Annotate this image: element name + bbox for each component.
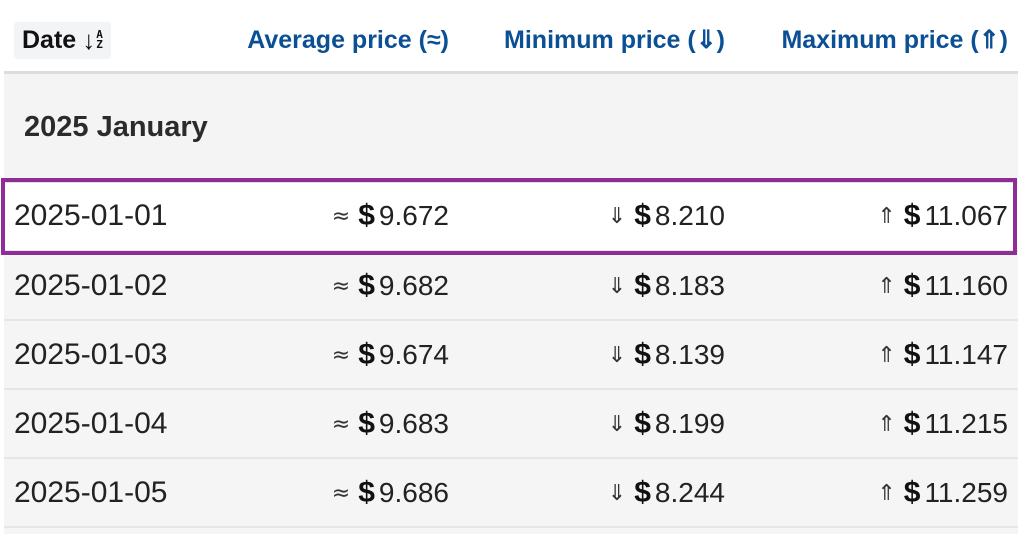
double-arrow-down-icon: ⇓ xyxy=(607,204,627,230)
price-table: Date ↓ A Z Average price (≈) Minimum price… xyxy=(4,10,1018,534)
currency-symbol: $ xyxy=(903,268,921,302)
maximum-price-value: 11.160 xyxy=(924,269,1008,301)
average-price-cell: ≈ $9.683 xyxy=(209,389,459,459)
currency-symbol: $ xyxy=(358,337,375,371)
date-cell: 2025-01-01 xyxy=(4,182,209,252)
average-price-header[interactable]: Average price (≈) xyxy=(209,10,459,74)
minimum-price-value: 8.139 xyxy=(654,338,725,370)
date-sort-button[interactable]: Date ↓ A Z xyxy=(14,21,111,59)
approx-icon: ≈ xyxy=(331,411,351,437)
minimum-price-cell: ⇓ $8.139 xyxy=(459,320,735,390)
table-row[interactable]: 2025-01-02 ≈ $9.682 ⇓ $8.183 ⇑ $11.160 xyxy=(4,251,1018,321)
average-price-value: 9.683 xyxy=(378,407,449,439)
average-price-cell: ≈ $9.682 xyxy=(209,251,459,321)
average-price-cell: ≈ $9.674 xyxy=(209,320,459,390)
minimum-price-value: 8.210 xyxy=(654,200,725,232)
average-price-value: 9.682 xyxy=(378,269,449,301)
date-header-label: Date xyxy=(22,25,77,54)
currency-symbol: $ xyxy=(634,406,651,440)
double-arrow-up-icon: ⇑ xyxy=(877,411,896,437)
date-cell: 2025-01-04 xyxy=(4,389,209,459)
double-arrow-down-icon: ⇓ xyxy=(607,342,627,368)
approx-icon: ≈ xyxy=(331,273,351,299)
currency-symbol: $ xyxy=(634,337,651,371)
maximum-price-header[interactable]: Maximum price (⇑) xyxy=(735,10,1018,74)
currency-symbol: $ xyxy=(634,199,651,233)
maximum-price-cell: ⇑ $11.259 xyxy=(735,458,1018,528)
double-arrow-up-icon: ⇑ xyxy=(877,342,896,368)
table-row[interactable]: 2025-01-04 ≈ $9.683 ⇓ $8.199 ⇑ $11.215 xyxy=(4,389,1018,459)
currency-symbol: $ xyxy=(903,475,921,509)
partial-row-cell xyxy=(4,527,1018,534)
currency-symbol: $ xyxy=(358,199,375,233)
currency-symbol: $ xyxy=(358,475,375,509)
date-cell: 2025-01-03 xyxy=(4,320,209,390)
currency-symbol: $ xyxy=(634,268,651,302)
minimum-price-value: 8.199 xyxy=(654,407,725,439)
currency-symbol: $ xyxy=(903,337,921,371)
maximum-price-value: 11.259 xyxy=(924,476,1008,508)
table-row[interactable]: 2025-01-05 ≈ $9.686 ⇓ $8.244 ⇑ $11.259 xyxy=(4,458,1018,528)
table-header: Date ↓ A Z Average price (≈) Minimum price… xyxy=(4,10,1018,74)
average-price-cell: ≈ $9.686 xyxy=(209,458,459,528)
double-arrow-down-icon: ⇓ xyxy=(607,411,627,437)
minimum-price-cell: ⇓ $8.199 xyxy=(459,389,735,459)
maximum-price-cell: ⇑ $11.067 xyxy=(735,182,1018,252)
maximum-price-cell: ⇑ $11.160 xyxy=(735,251,1018,321)
minimum-price-header[interactable]: Minimum price (⇓) xyxy=(459,10,735,74)
date-column-header[interactable]: Date ↓ A Z xyxy=(4,10,209,74)
maximum-price-value: 11.147 xyxy=(924,338,1008,370)
maximum-price-cell: ⇑ $11.215 xyxy=(735,389,1018,459)
maximum-price-value: 11.215 xyxy=(924,407,1008,439)
average-price-cell: ≈ $9.672 xyxy=(209,182,459,252)
average-price-value: 9.674 xyxy=(378,338,449,370)
date-cell: 2025-01-02 xyxy=(4,251,209,321)
minimum-price-value: 8.244 xyxy=(654,476,725,508)
table-row[interactable]: 2025-01-03 ≈ $9.674 ⇓ $8.139 ⇑ $11.147 xyxy=(4,320,1018,390)
table-row-partial xyxy=(4,527,1018,534)
double-arrow-down-icon: ⇓ xyxy=(607,480,627,506)
month-group-row: 2025 January xyxy=(4,72,1018,183)
table-body: 2025 January 2025-01-01 ≈ $9.672 ⇓ $8.210 … xyxy=(4,72,1018,534)
double-arrow-up-icon: ⇑ xyxy=(877,480,896,506)
currency-symbol: $ xyxy=(634,475,651,509)
maximum-price-cell: ⇑ $11.147 xyxy=(735,320,1018,390)
double-arrow-up-icon: ⇑ xyxy=(877,204,896,230)
currency-symbol: $ xyxy=(903,406,921,440)
approx-icon: ≈ xyxy=(331,204,351,230)
double-arrow-up-icon: ⇑ xyxy=(877,273,896,299)
approx-icon: ≈ xyxy=(331,342,351,368)
approx-icon: ≈ xyxy=(331,480,351,506)
average-price-value: 9.672 xyxy=(378,200,449,232)
minimum-price-value: 8.183 xyxy=(654,269,725,301)
sort-ascending-az-icon: ↓ A Z xyxy=(82,25,103,56)
minimum-price-cell: ⇓ $8.183 xyxy=(459,251,735,321)
average-price-value: 9.686 xyxy=(378,476,449,508)
currency-symbol: $ xyxy=(358,406,375,440)
date-cell: 2025-01-05 xyxy=(4,458,209,528)
month-group-label: 2025 January xyxy=(4,72,1018,183)
currency-symbol: $ xyxy=(358,268,375,302)
table-row[interactable]: 2025-01-01 ≈ $9.672 ⇓ $8.210 ⇑ $11.067 xyxy=(4,182,1018,252)
minimum-price-cell: ⇓ $8.244 xyxy=(459,458,735,528)
maximum-price-value: 11.067 xyxy=(924,200,1008,232)
currency-symbol: $ xyxy=(903,199,921,233)
minimum-price-cell: ⇓ $8.210 xyxy=(459,182,735,252)
double-arrow-down-icon: ⇓ xyxy=(607,273,627,299)
